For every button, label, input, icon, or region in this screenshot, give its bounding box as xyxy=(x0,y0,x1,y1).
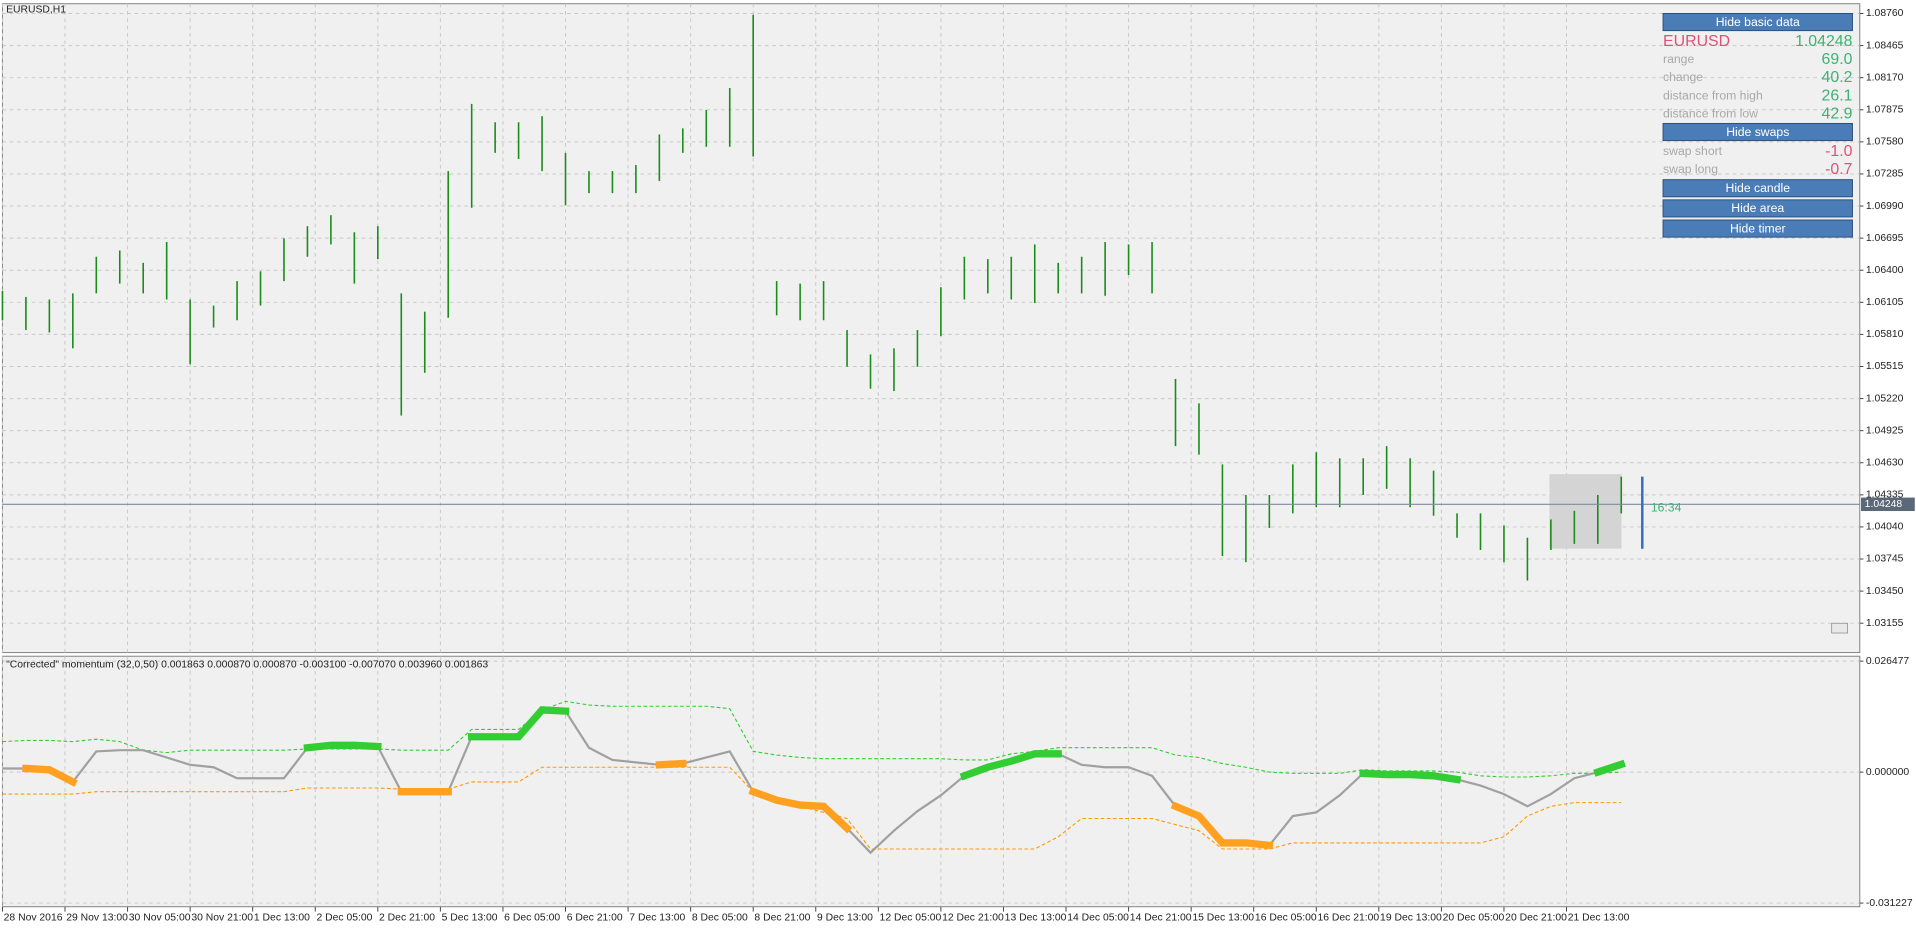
button[interactable]: Hide swaps xyxy=(1662,122,1853,142)
x-tick-label: 21 Dec 13:00 xyxy=(1568,912,1630,923)
button-face[interactable] xyxy=(1662,219,1853,238)
button-label[interactable]: Hide swaps xyxy=(1726,125,1789,139)
x-tick-label: 14 Dec 21:00 xyxy=(1130,912,1192,923)
info-value: 1.04248 xyxy=(1795,33,1853,50)
button[interactable]: Hide basic data xyxy=(1662,13,1853,32)
info-value: -1.0 xyxy=(1825,143,1853,160)
x-tick-label: 13 Dec 13:00 xyxy=(1005,912,1067,923)
y-tick-label: 1.06695 xyxy=(1866,233,1904,244)
y-tick-label: 1.04040 xyxy=(1866,522,1904,533)
info-label: swap long xyxy=(1663,162,1718,176)
x-tick-label: 20 Dec 05:00 xyxy=(1443,912,1505,923)
momentum-line xyxy=(22,759,1274,850)
y-tick-label: 1.06105 xyxy=(1866,297,1904,308)
x-tick-label: 29 Nov 13:00 xyxy=(66,912,128,923)
button-label[interactable]: Hide timer xyxy=(1730,221,1786,235)
y-tick-label: 1.05810 xyxy=(1866,329,1904,340)
button-face[interactable] xyxy=(1662,122,1853,142)
x-tick-label: 2 Dec 21:00 xyxy=(379,912,435,923)
x-tick-label: 28 Nov 2016 xyxy=(4,912,63,923)
x-tick-label: 20 Dec 21:00 xyxy=(1505,912,1567,923)
button-label[interactable]: Hide area xyxy=(1731,201,1784,215)
button-label[interactable]: Hide basic data xyxy=(1716,15,1800,29)
y-tick-label: 1.05220 xyxy=(1866,393,1904,404)
x-tick-label: 19 Dec 13:00 xyxy=(1380,912,1442,923)
info-value: 69.0 xyxy=(1822,51,1853,68)
info-value: 42.9 xyxy=(1822,105,1853,122)
info-value: 40.2 xyxy=(1822,69,1853,86)
x-tick-label: 5 Dec 13:00 xyxy=(442,912,498,923)
info-label: swap short xyxy=(1663,144,1723,158)
info-label: EURUSD xyxy=(1663,33,1730,50)
x-tick-label: 16 Dec 21:00 xyxy=(1317,912,1379,923)
y-tick-label: 1.04630 xyxy=(1866,457,1904,468)
indicator-panel xyxy=(1,655,1861,908)
x-tick-label: 12 Dec 05:00 xyxy=(880,912,942,923)
x-tick-label: 1 Dec 13:00 xyxy=(254,912,310,923)
y-tick-label: 0.026477 xyxy=(1866,656,1910,667)
x-tick-label: 6 Dec 21:00 xyxy=(567,912,623,923)
button-face[interactable] xyxy=(1662,199,1853,218)
info-panel: Hide basic data EURUSD 1.04248 range 69.0 cha… xyxy=(1662,13,1853,238)
marks: 1.04248 xyxy=(1,14,1915,855)
y-tick-label: 1.03745 xyxy=(1866,554,1904,565)
y-tick-label: 1.08465 xyxy=(1866,40,1904,51)
x-tick-label: 30 Nov 05:00 xyxy=(129,912,191,923)
x-tick-label: 15 Dec 13:00 xyxy=(1192,912,1254,923)
x-tick-label: 8 Dec 05:00 xyxy=(692,912,748,923)
info-label: change xyxy=(1663,70,1703,84)
current-price-box xyxy=(1861,497,1915,512)
info-value: -0.7 xyxy=(1825,161,1853,178)
y-tick-label: 1.08760 xyxy=(1866,8,1904,19)
y-tick-label: 1.04925 xyxy=(1866,425,1904,436)
button-face[interactable] xyxy=(1662,179,1853,198)
momentum-line xyxy=(2,700,1622,778)
x-tick-label: 2 Dec 05:00 xyxy=(316,912,372,923)
button-label[interactable]: Hide candle xyxy=(1726,181,1791,195)
y-tick-label: 1.03155 xyxy=(1866,618,1904,629)
grid: 28 Nov 2016 29 Nov 13:00 30 Nov 05:00 30 No… xyxy=(1,3,1913,923)
momentum-line xyxy=(303,706,1626,784)
info-label: range xyxy=(1663,52,1694,66)
y-tick-label: 1.04335 xyxy=(1866,490,1904,501)
x-tick-label: 6 Dec 05:00 xyxy=(504,912,560,923)
button-face[interactable] xyxy=(1662,13,1853,32)
x-tick-label: 30 Nov 21:00 xyxy=(191,912,253,923)
x-tick-label: 12 Dec 21:00 xyxy=(942,912,1004,923)
y-tick-label: 1.03450 xyxy=(1866,586,1904,597)
price-panel xyxy=(1,3,1861,654)
indicator-title: "Corrected" momentum (32,0,50) 0.001863 … xyxy=(6,660,488,671)
button[interactable]: Hide timer xyxy=(1662,219,1853,238)
x-tick-label: 8 Dec 21:00 xyxy=(754,912,810,923)
x-tick-label: 14 Dec 05:00 xyxy=(1067,912,1129,923)
y-tick-label: 0.000000 xyxy=(1866,767,1910,778)
y-tick-label: 1.07875 xyxy=(1866,105,1904,116)
y-tick-label: 1.05515 xyxy=(1866,361,1904,372)
button[interactable]: Hide area xyxy=(1662,199,1853,218)
current-price-label: 1.04248 xyxy=(1865,499,1903,510)
timer: 16:34 xyxy=(1651,501,1682,515)
y-tick-label: -0.031227 xyxy=(1866,898,1913,909)
y-tick-label: 1.07285 xyxy=(1866,169,1904,180)
info-value: 26.1 xyxy=(1822,87,1853,104)
x-tick-label: 7 Dec 13:00 xyxy=(629,912,685,923)
chart-title: EURUSD,H1 xyxy=(6,5,66,16)
y-tick-label: 1.06990 xyxy=(1866,201,1904,212)
x-tick-label: 16 Dec 05:00 xyxy=(1255,912,1317,923)
y-tick-label: 1.06400 xyxy=(1866,265,1904,276)
candle-area xyxy=(1549,474,1622,549)
button[interactable]: Hide candle xyxy=(1662,179,1853,198)
info-label: distance from low xyxy=(1663,106,1758,120)
y-tick-label: 1.07580 xyxy=(1866,137,1904,148)
y-tick-label: 1.08170 xyxy=(1866,72,1904,83)
x-tick-label: 9 Dec 13:00 xyxy=(817,912,873,923)
info-label: distance from high xyxy=(1663,88,1763,102)
scroll-marker[interactable] xyxy=(1831,622,1848,634)
